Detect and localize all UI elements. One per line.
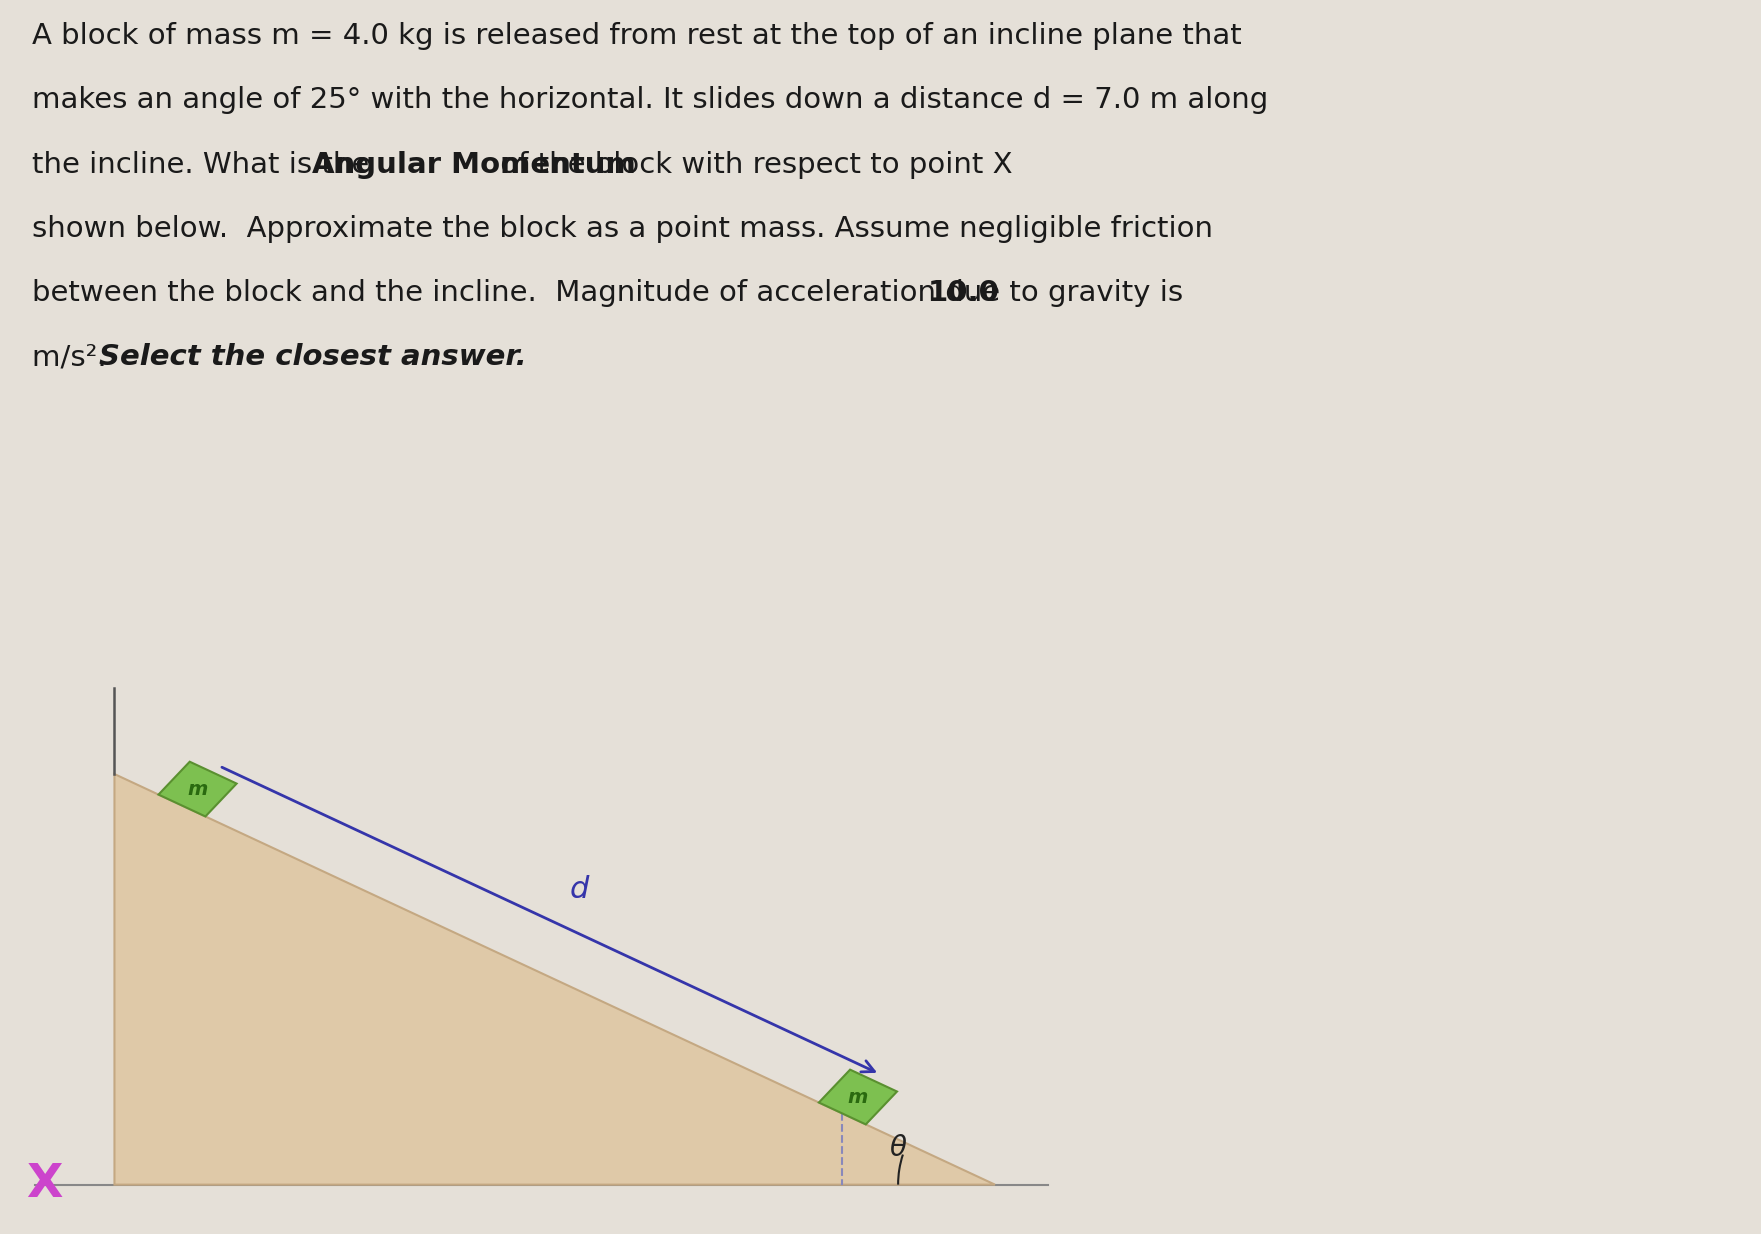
Text: d: d — [569, 875, 588, 903]
Text: shown below.  Approximate the block as a point mass. Assume negligible friction: shown below. Approximate the block as a … — [32, 215, 1213, 243]
Polygon shape — [114, 774, 995, 1185]
Text: between the block and the incline.  Magnitude of acceleration due to gravity is: between the block and the incline. Magni… — [32, 279, 1192, 307]
Polygon shape — [819, 1070, 896, 1124]
Polygon shape — [158, 761, 236, 817]
Text: m/s².: m/s². — [32, 343, 116, 371]
Text: A block of mass m = 4.0 kg is released from rest at the top of an incline plane : A block of mass m = 4.0 kg is released f… — [32, 22, 1242, 51]
Text: m: m — [187, 780, 208, 798]
Text: 10.0: 10.0 — [928, 279, 1000, 307]
Text: makes an angle of 25° with the horizontal. It slides down a distance d = 7.0 m a: makes an angle of 25° with the horizonta… — [32, 86, 1268, 115]
Text: X: X — [26, 1162, 62, 1207]
Text: θ: θ — [889, 1134, 907, 1161]
Text: Angular Momentum: Angular Momentum — [312, 151, 636, 179]
Text: the incline. What is the: the incline. What is the — [32, 151, 379, 179]
Text: m: m — [847, 1087, 868, 1107]
Text: Select the closest answer.: Select the closest answer. — [99, 343, 527, 371]
Text: of the block with respect to point X: of the block with respect to point X — [491, 151, 1013, 179]
